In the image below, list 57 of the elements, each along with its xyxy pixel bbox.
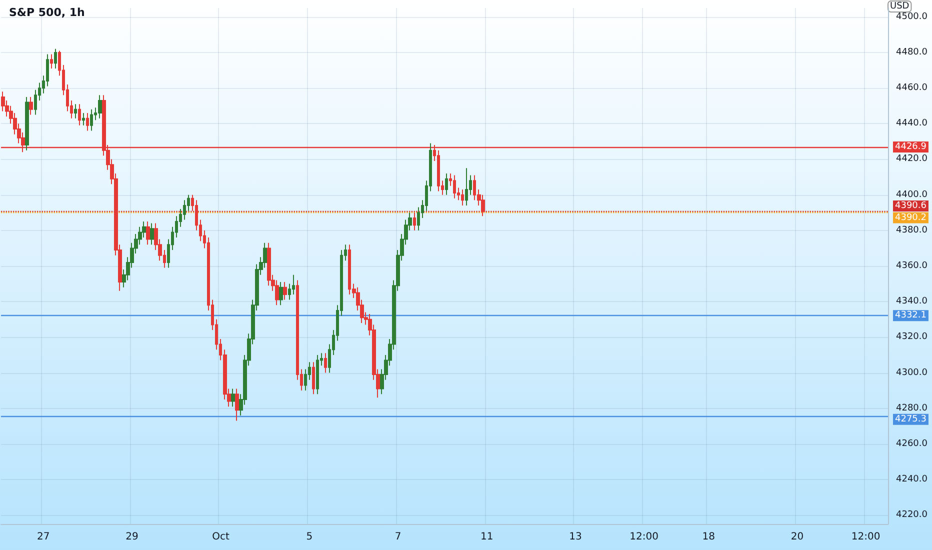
y-tick-label: 4480.0 [896,47,928,58]
candlestick [78,104,81,126]
x-tick-label: 27 [36,532,50,542]
y-tick-label: 4320.0 [896,332,928,342]
chart-title: S&P 500, 1h [9,6,85,19]
x-tick-label: 11 [480,532,494,542]
y-tick-label: 4340.0 [896,296,928,307]
y-axis-title: USD [890,1,910,12]
candlestick [279,282,283,306]
x-tick-label: 7 [394,532,402,542]
y-tick-label: 4360.0 [896,261,928,271]
candlestick [25,96,29,151]
candlestick [150,222,154,246]
y-tick-label: 4300.0 [896,368,928,378]
ref-line-label: 4426.9 [895,142,927,152]
y-tick-label: 4220.0 [896,510,928,520]
candlestick [54,48,57,69]
candlestick [98,94,102,119]
candlestick [74,104,77,119]
candlestick [50,54,53,69]
candlestick [82,112,85,126]
x-tick-label: 5 [306,532,313,542]
y-tick-label: 4240.0 [896,474,928,485]
y-tick-label: 4500.0 [896,12,928,22]
candlestick [316,354,319,395]
y-tick-label: 4440.0 [896,118,928,129]
candlestick [29,96,33,116]
candlestick [461,188,464,206]
x-tick-label: 29 [126,532,138,542]
candlestick [146,221,150,246]
x-tick-label: 12:00 [630,532,658,542]
x-tick-label: 20 [790,532,804,542]
x-tick-label: 13 [569,532,582,542]
y-tick-label: 4260.0 [896,438,928,449]
y-tick-label: 4420.0 [896,154,928,164]
candlestick [324,352,327,374]
candlestick [445,172,448,196]
candlestick [235,388,239,422]
x-tick-label: 12:00 [851,532,880,542]
candlestick [283,282,287,300]
ref-line-label: 4390.2 [895,212,926,223]
candlestick [90,108,93,132]
candlestick [413,212,416,231]
x-tick-label: 18 [702,532,715,542]
y-tick-label: 4280.0 [896,403,928,414]
y-tick-label: 4460.0 [896,83,928,94]
ref-line-label: 4332.1 [895,310,926,321]
ref-line-label: 4275.3 [895,414,926,424]
candlestick [312,362,315,395]
x-tick-label: Oct [212,532,230,542]
candlestick [465,168,468,206]
y-tick-label: 4400.0 [896,190,928,200]
y-tick-label: 4380.0 [896,225,928,236]
candlestick [86,112,89,132]
ref-line-label: 4390.6 [895,201,927,212]
candlestick [231,388,235,408]
candlestick [453,174,456,199]
